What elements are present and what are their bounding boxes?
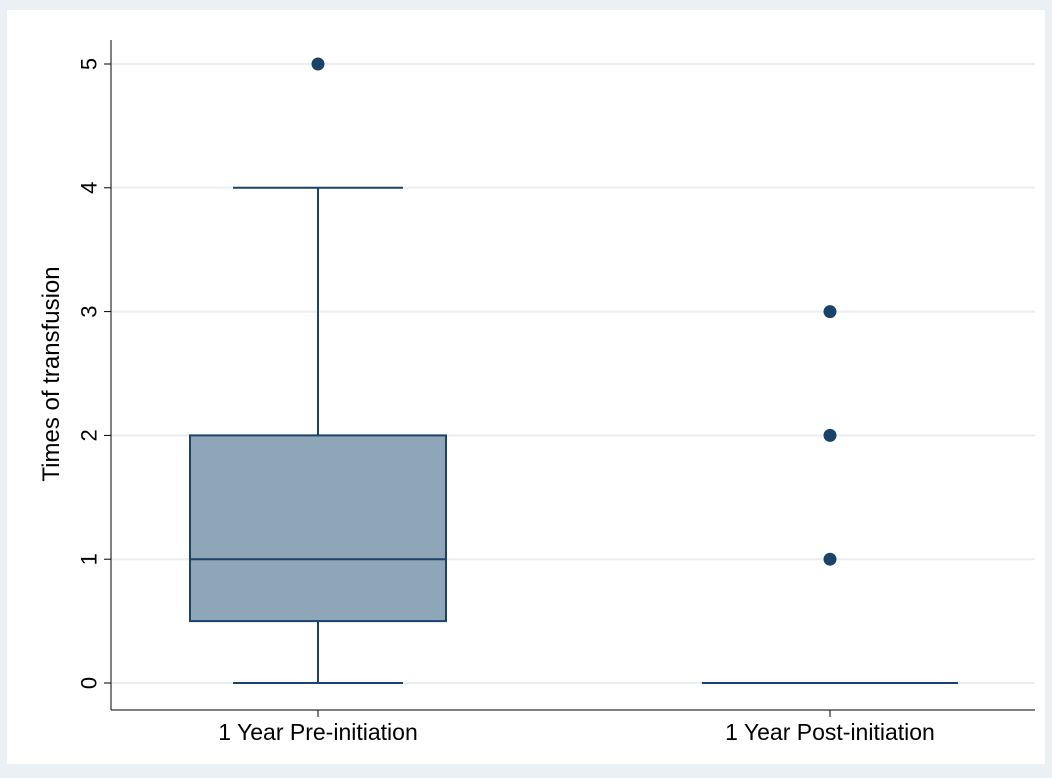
box-group-post xyxy=(702,305,958,684)
axes xyxy=(110,40,1035,711)
y-tick-label: 2 xyxy=(77,429,102,441)
y-tick-label: 4 xyxy=(77,182,102,194)
boxes xyxy=(189,57,958,684)
outlier-point xyxy=(311,57,325,71)
outlier-point xyxy=(823,552,837,566)
y-tick-label: 5 xyxy=(77,58,102,70)
y-tick-label: 0 xyxy=(77,677,102,689)
y-tick-label: 3 xyxy=(77,305,102,317)
y-ticks: 0 1 2 3 4 5 xyxy=(77,58,111,689)
outlier-point xyxy=(823,428,837,442)
box-iqr xyxy=(189,434,447,623)
outlier-point xyxy=(823,305,837,319)
y-tick-label: 1 xyxy=(77,553,102,565)
y-axis-label: Times of transfusion xyxy=(38,266,65,481)
plot-area-background xyxy=(7,10,1045,764)
box-group-pre xyxy=(189,57,447,684)
x-ticks: 1 Year Pre-initiation 1 Year Post-initiat… xyxy=(218,710,935,745)
x-tick-label: 1 Year Post-initiation xyxy=(725,719,935,745)
x-tick-label: 1 Year Pre-initiation xyxy=(218,719,417,745)
